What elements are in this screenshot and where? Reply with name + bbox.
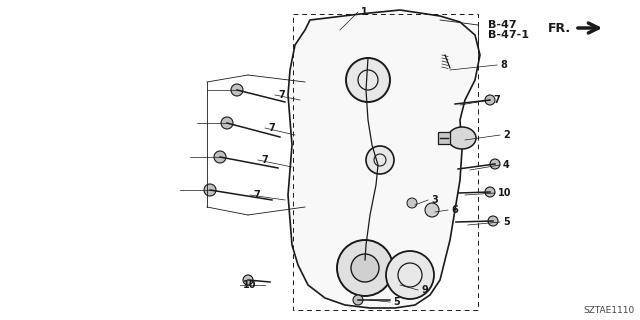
- Text: 7: 7: [493, 95, 500, 105]
- Text: SZTAE1110: SZTAE1110: [584, 306, 635, 315]
- Circle shape: [204, 184, 216, 196]
- Text: 7: 7: [268, 123, 275, 133]
- Text: 7: 7: [253, 190, 260, 200]
- Bar: [293, 14, 478, 310]
- Circle shape: [221, 117, 233, 129]
- Circle shape: [485, 187, 495, 197]
- Text: 2: 2: [503, 130, 509, 140]
- Bar: [438, 132, 450, 144]
- Text: B-47: B-47: [488, 20, 516, 30]
- Text: B-47-1: B-47-1: [488, 30, 529, 40]
- Ellipse shape: [448, 127, 476, 149]
- Text: 7: 7: [261, 155, 268, 165]
- Circle shape: [386, 251, 434, 299]
- Circle shape: [337, 240, 393, 296]
- Text: 7: 7: [278, 90, 285, 100]
- Circle shape: [243, 275, 253, 285]
- Circle shape: [407, 198, 417, 208]
- Text: 3: 3: [431, 195, 438, 205]
- Text: 6: 6: [451, 205, 458, 215]
- Circle shape: [485, 95, 495, 105]
- Circle shape: [351, 254, 379, 282]
- Text: 5: 5: [393, 297, 400, 307]
- Circle shape: [425, 203, 439, 217]
- Circle shape: [231, 84, 243, 96]
- Text: 8: 8: [500, 60, 507, 70]
- Text: 9: 9: [421, 285, 428, 295]
- Polygon shape: [288, 10, 480, 308]
- Circle shape: [214, 151, 226, 163]
- Circle shape: [488, 216, 498, 226]
- Text: 5: 5: [503, 217, 509, 227]
- Circle shape: [490, 159, 500, 169]
- Text: FR.: FR.: [548, 21, 571, 35]
- Circle shape: [366, 146, 394, 174]
- Text: 10: 10: [498, 188, 511, 198]
- Text: 1: 1: [361, 7, 368, 17]
- Circle shape: [353, 295, 363, 305]
- Text: 4: 4: [503, 160, 509, 170]
- Circle shape: [346, 58, 390, 102]
- Text: 10: 10: [243, 280, 257, 290]
